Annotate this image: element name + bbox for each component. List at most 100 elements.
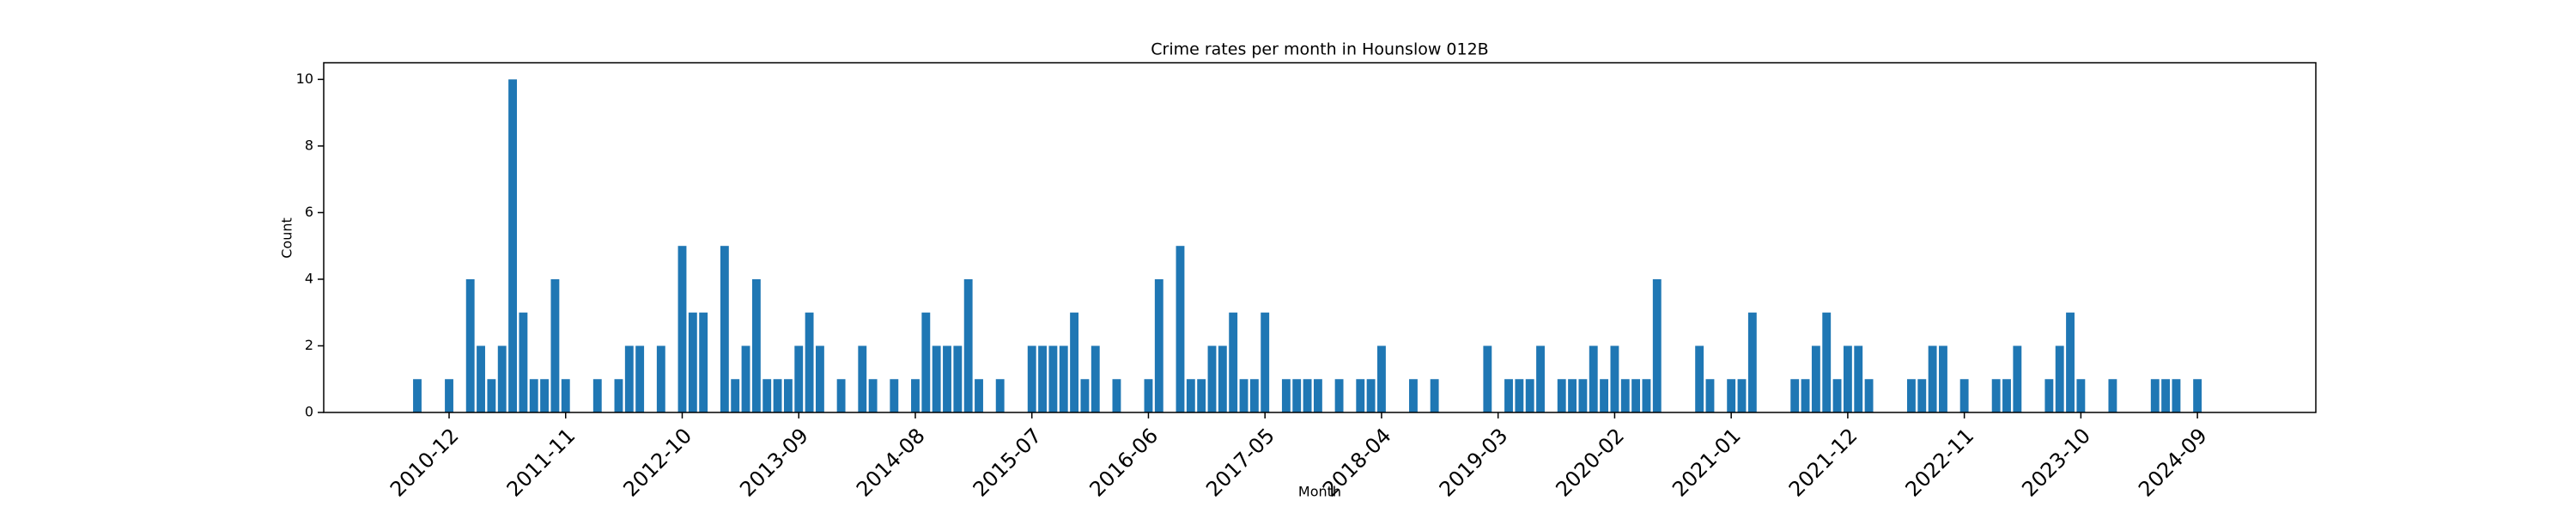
bar bbox=[1832, 379, 1842, 412]
bar bbox=[413, 379, 422, 412]
x-tick-label: 2010-12 bbox=[386, 424, 464, 502]
bar bbox=[529, 379, 538, 412]
bar bbox=[688, 312, 697, 412]
bar bbox=[497, 345, 507, 412]
bar bbox=[614, 379, 623, 412]
bar bbox=[1610, 345, 1619, 412]
bar bbox=[963, 278, 973, 412]
bar bbox=[465, 278, 475, 412]
bar bbox=[1515, 379, 1524, 412]
bar bbox=[561, 379, 570, 412]
bar bbox=[1261, 312, 1270, 412]
bar bbox=[1620, 379, 1630, 412]
bar bbox=[487, 379, 496, 412]
bar bbox=[1589, 345, 1598, 412]
y-tick-label: 0 bbox=[305, 404, 313, 420]
bar bbox=[858, 345, 867, 412]
bar bbox=[815, 345, 824, 412]
x-tick-label: 2019-03 bbox=[1435, 424, 1513, 502]
y-tick-label: 6 bbox=[305, 204, 313, 220]
bar bbox=[1229, 312, 1238, 412]
bar bbox=[656, 345, 665, 412]
bar bbox=[1504, 379, 1513, 412]
bar bbox=[1249, 379, 1259, 412]
bar bbox=[1080, 379, 1090, 412]
bar bbox=[477, 345, 485, 412]
bar bbox=[1356, 379, 1365, 412]
bar bbox=[953, 345, 963, 412]
bar bbox=[932, 345, 941, 412]
bar bbox=[1557, 379, 1566, 412]
bar bbox=[1600, 379, 1609, 412]
bar bbox=[1144, 379, 1153, 412]
bar bbox=[1091, 345, 1100, 412]
bar bbox=[1303, 379, 1312, 412]
bar bbox=[1864, 379, 1874, 412]
bar bbox=[1917, 379, 1927, 412]
x-tick-label: 2013-09 bbox=[735, 424, 813, 502]
bar bbox=[508, 79, 517, 412]
bar bbox=[943, 345, 951, 412]
bar bbox=[1112, 379, 1121, 412]
x-tick-label: 2016-06 bbox=[1084, 424, 1163, 502]
x-axis-label: Month bbox=[1298, 484, 1341, 500]
bar bbox=[2108, 379, 2117, 412]
bar bbox=[1695, 345, 1704, 412]
bar bbox=[1642, 379, 1651, 412]
chart-title: Crime rates per month in Hounslow 012B bbox=[1151, 40, 1488, 59]
axes-frame bbox=[323, 62, 2317, 413]
bar bbox=[1186, 379, 1195, 412]
bar bbox=[1907, 379, 1916, 412]
y-tick-label: 4 bbox=[305, 270, 313, 286]
bar bbox=[1939, 345, 1947, 412]
bar bbox=[731, 379, 740, 412]
bar bbox=[1430, 379, 1439, 412]
bar bbox=[445, 379, 453, 412]
bar bbox=[1843, 345, 1852, 412]
x-tick-label: 2021-01 bbox=[1668, 424, 1746, 502]
bar bbox=[1959, 379, 1969, 412]
bar bbox=[1409, 379, 1418, 412]
bar bbox=[1027, 345, 1036, 412]
x-tick-label: 2015-07 bbox=[969, 424, 1047, 502]
bar bbox=[550, 278, 560, 412]
x-tick-label: 2022-11 bbox=[1901, 424, 1979, 502]
bar bbox=[1218, 345, 1227, 412]
bar bbox=[1334, 379, 1344, 412]
bar bbox=[1811, 345, 1820, 412]
bar bbox=[1176, 246, 1185, 412]
x-tick-label: 2012-10 bbox=[618, 424, 696, 502]
bar bbox=[519, 312, 528, 412]
y-tick-label: 2 bbox=[305, 337, 313, 353]
x-tick-label: 2018-04 bbox=[1318, 424, 1396, 502]
bar bbox=[1292, 379, 1302, 412]
bar bbox=[1854, 345, 1863, 412]
bar bbox=[720, 246, 729, 412]
bar bbox=[741, 345, 750, 412]
bar bbox=[2044, 379, 2054, 412]
bar bbox=[2076, 379, 2086, 412]
bar bbox=[1737, 379, 1747, 412]
bar bbox=[1536, 345, 1545, 412]
bar bbox=[911, 379, 920, 412]
bar bbox=[1483, 345, 1492, 412]
bar bbox=[762, 379, 772, 412]
bar bbox=[773, 379, 782, 412]
bar bbox=[1747, 312, 1757, 412]
bar bbox=[1366, 379, 1376, 412]
bar bbox=[2066, 312, 2075, 412]
x-tick-label: 2020-02 bbox=[1551, 424, 1629, 502]
bar bbox=[836, 379, 846, 412]
bar bbox=[1928, 345, 1937, 412]
bar bbox=[805, 312, 814, 412]
x-tick-label: 2023-10 bbox=[2017, 424, 2095, 502]
bar bbox=[1790, 379, 1800, 412]
bar bbox=[1048, 345, 1058, 412]
bar bbox=[794, 345, 804, 412]
bar bbox=[1991, 379, 2001, 412]
bar bbox=[2002, 379, 2011, 412]
bar bbox=[2055, 345, 2064, 412]
bar bbox=[1578, 379, 1588, 412]
x-tick-label: 2017-05 bbox=[1201, 424, 1279, 502]
